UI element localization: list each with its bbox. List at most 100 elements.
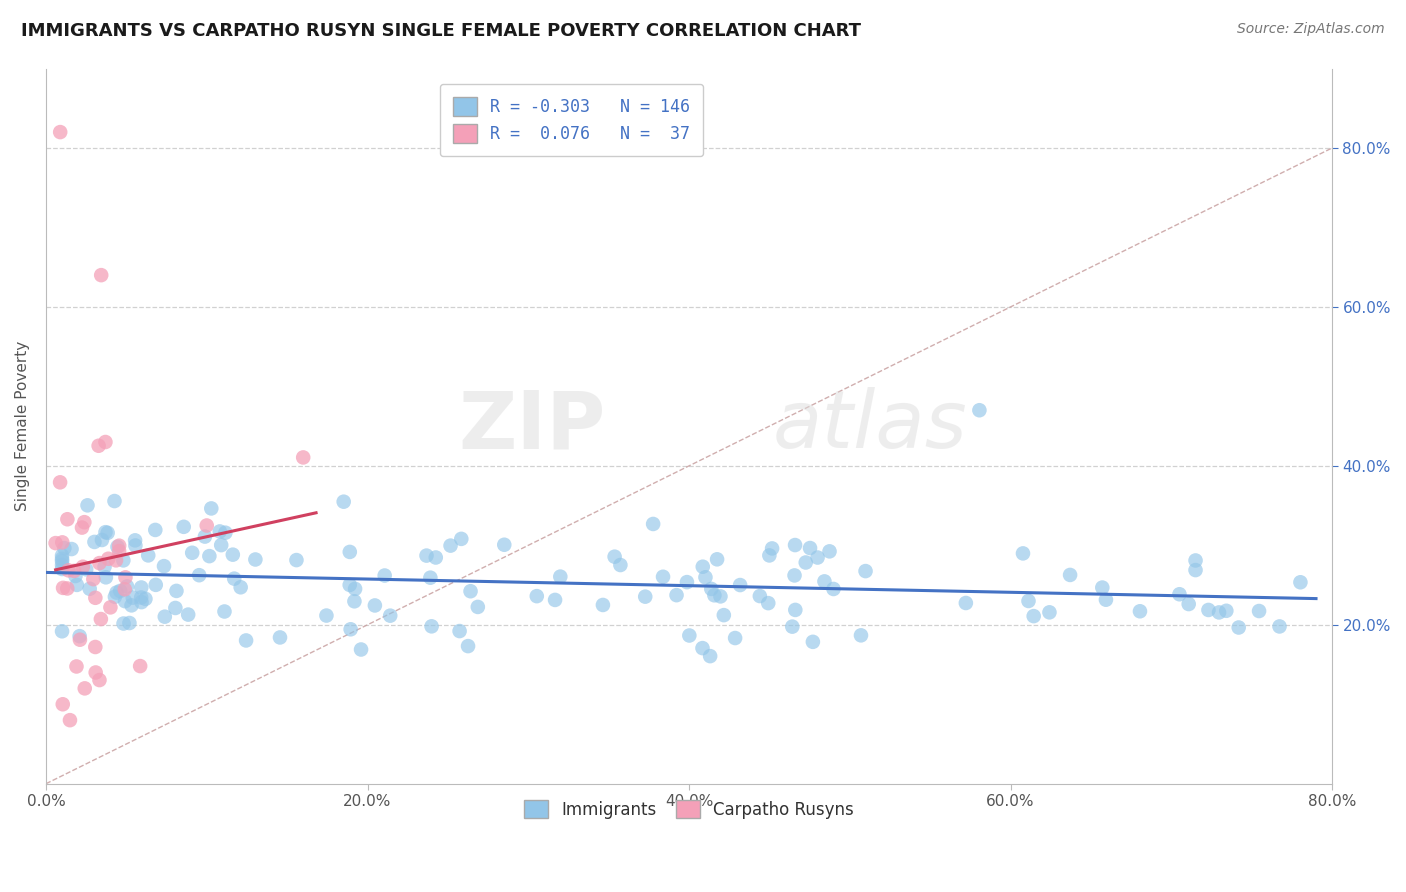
Point <box>676 575 699 590</box>
Point <box>103 494 125 508</box>
Point <box>97 525 120 540</box>
Point <box>758 549 780 563</box>
Point <box>153 559 176 574</box>
Point <box>1184 553 1206 567</box>
Point <box>52 698 75 712</box>
Point <box>1095 592 1118 607</box>
Point <box>63 564 86 578</box>
Point <box>51 554 73 568</box>
Point <box>112 553 135 567</box>
Point <box>652 570 675 584</box>
Point <box>56 512 79 526</box>
Point <box>339 578 361 592</box>
Point <box>292 450 315 465</box>
Point <box>76 499 98 513</box>
Point <box>222 548 245 562</box>
Point <box>1059 568 1081 582</box>
Point <box>73 515 96 529</box>
Point <box>350 642 373 657</box>
Point <box>224 572 246 586</box>
Point <box>56 582 79 596</box>
Point <box>526 589 548 603</box>
Point <box>70 520 93 534</box>
Point <box>165 601 187 615</box>
Point <box>969 403 991 417</box>
Point <box>214 525 236 540</box>
Point <box>1129 604 1152 618</box>
Point <box>108 583 131 598</box>
Point <box>89 556 111 570</box>
Point <box>794 556 817 570</box>
Point <box>439 539 461 553</box>
Point <box>425 550 447 565</box>
Point <box>695 570 717 584</box>
Point <box>194 530 217 544</box>
Point <box>813 574 835 589</box>
Point <box>609 558 631 572</box>
Point <box>53 541 76 555</box>
Point <box>188 568 211 582</box>
Point <box>364 599 387 613</box>
Point <box>700 582 723 596</box>
Point <box>550 569 572 583</box>
Point <box>114 570 136 584</box>
Point <box>121 591 143 605</box>
Point <box>200 501 222 516</box>
Point <box>100 600 122 615</box>
Point <box>806 550 828 565</box>
Point <box>114 582 136 597</box>
Point <box>343 594 366 608</box>
Point <box>129 591 152 605</box>
Point <box>1177 597 1199 611</box>
Point <box>51 624 73 639</box>
Point <box>785 603 807 617</box>
Point <box>105 553 128 567</box>
Point <box>90 612 112 626</box>
Point <box>51 552 73 566</box>
Point <box>69 629 91 643</box>
Point <box>1208 606 1230 620</box>
Point <box>332 494 354 508</box>
Point <box>79 582 101 596</box>
Point <box>955 596 977 610</box>
Point <box>83 535 105 549</box>
Point <box>699 649 721 664</box>
Point <box>801 635 824 649</box>
Point <box>457 639 479 653</box>
Point <box>49 475 72 490</box>
Point <box>131 595 153 609</box>
Point <box>1038 605 1060 619</box>
Point <box>214 605 236 619</box>
Point <box>108 539 131 553</box>
Point <box>58 563 80 577</box>
Point <box>706 552 728 566</box>
Point <box>756 596 779 610</box>
Point <box>419 571 441 585</box>
Point <box>678 628 700 642</box>
Point <box>339 545 361 559</box>
Point <box>380 608 402 623</box>
Point <box>285 553 308 567</box>
Point <box>153 609 176 624</box>
Point <box>420 619 443 633</box>
Point <box>89 673 111 687</box>
Point <box>415 549 437 563</box>
Y-axis label: Single Female Poverty: Single Female Poverty <box>15 341 30 511</box>
Legend: Immigrants, Carpatho Rusyns: Immigrants, Carpatho Rusyns <box>517 794 860 825</box>
Point <box>1022 609 1045 624</box>
Point <box>173 520 195 534</box>
Text: IMMIGRANTS VS CARPATHO RUSYN SINGLE FEMALE POVERTY CORRELATION CHART: IMMIGRANTS VS CARPATHO RUSYN SINGLE FEMA… <box>21 22 860 40</box>
Point <box>73 681 96 696</box>
Point <box>449 624 471 638</box>
Point <box>82 572 104 586</box>
Point <box>709 590 731 604</box>
Point <box>592 598 614 612</box>
Point <box>269 631 291 645</box>
Point <box>51 535 73 549</box>
Point <box>544 593 567 607</box>
Point <box>104 590 127 604</box>
Point <box>97 551 120 566</box>
Point <box>643 516 665 531</box>
Point <box>692 641 714 656</box>
Point <box>1091 581 1114 595</box>
